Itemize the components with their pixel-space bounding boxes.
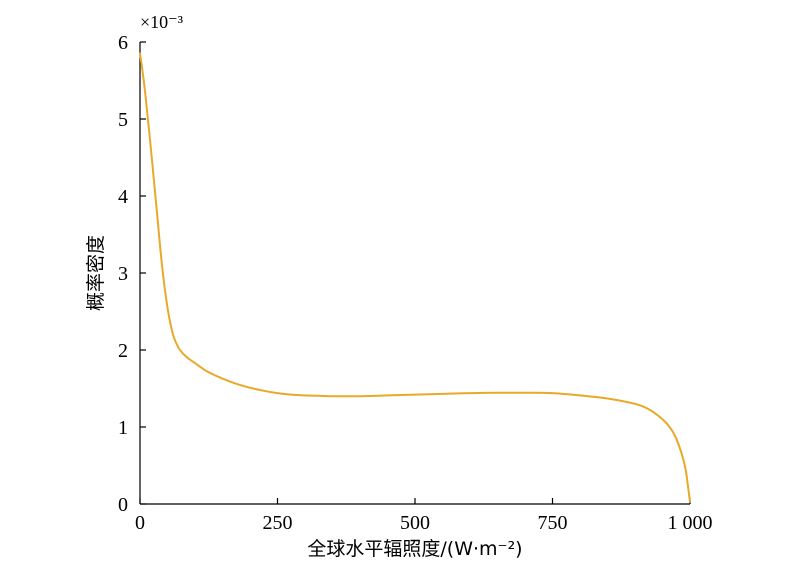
x-tick-label: 750 — [538, 512, 568, 534]
x-tick-label: 250 — [263, 512, 293, 534]
y-tick-label: 1 — [118, 417, 128, 439]
axes — [139, 42, 690, 505]
y-tick-label: 5 — [118, 109, 128, 131]
y-tick-label: 4 — [118, 186, 128, 208]
y-tick-label: 2 — [118, 340, 128, 362]
x-axis-ticks: 0 250 500 750 1 000 — [135, 498, 713, 534]
x-axis-title: 全球水平辐照度/(W·m⁻²) — [307, 538, 522, 560]
x-tick-label: 500 — [400, 512, 430, 534]
density-curve-line — [139, 52, 691, 503]
y-axis-multiplier: ×10⁻³ — [140, 12, 184, 32]
y-axis-title: 概率密度 — [85, 235, 107, 311]
y-tick-label: 3 — [118, 263, 128, 285]
y-axis-ticks: 0 1 2 3 4 5 6 — [118, 32, 146, 516]
x-tick-label: 0 — [135, 512, 145, 534]
x-tick-label: 1 000 — [668, 512, 713, 534]
y-tick-label: 0 — [118, 494, 128, 516]
y-tick-label: 6 — [118, 32, 128, 54]
series-group — [139, 52, 691, 503]
